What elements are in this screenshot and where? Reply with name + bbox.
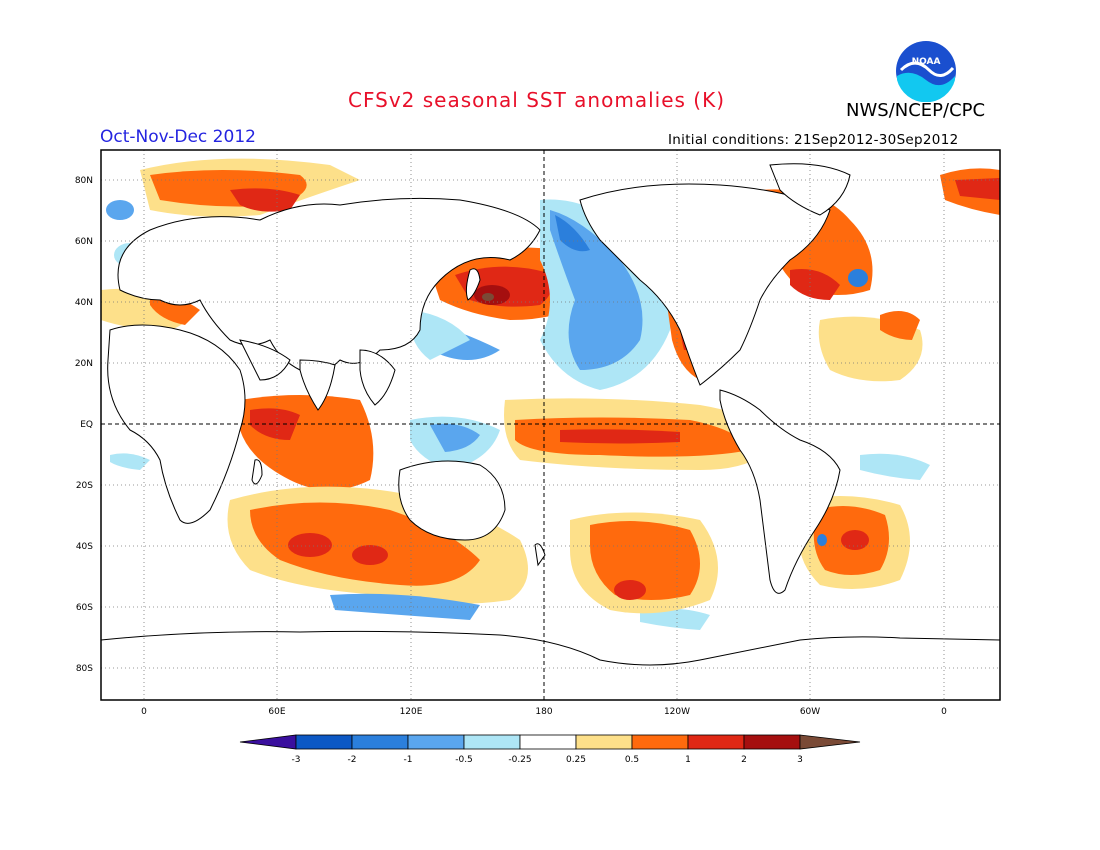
noaa-logo-icon: NOAA (896, 41, 956, 102)
lat-label: 20S (76, 481, 93, 491)
lon-label: 120E (400, 707, 423, 717)
initial-conditions-label: Initial conditions: 21Sep2012-30Sep2012 (668, 132, 959, 148)
colorbar-label: 0.5 (625, 755, 639, 765)
lon-label: 60E (268, 707, 285, 717)
colorbar-arrow-high (799, 734, 861, 750)
svg-text:NOAA: NOAA (912, 57, 941, 67)
lon-label: 0 (941, 707, 947, 717)
map-frame (100, 149, 1001, 701)
colorbar-swatch (519, 734, 577, 750)
continents (101, 163, 1000, 700)
lon-label: 120W (664, 707, 690, 717)
lat-label: 80N (75, 176, 93, 186)
colorbar-label: 2 (741, 755, 747, 765)
colorbar-label: -2 (348, 755, 357, 765)
colorbar-label: -0.5 (455, 755, 473, 765)
colorbar-swatch (631, 734, 689, 750)
lat-label: EQ (80, 420, 93, 430)
lon-label: 60W (800, 707, 820, 717)
latitude-labels: 80N 60N 40N 20N EQ 20S 40S 60S 80S (75, 176, 93, 674)
colorbar-swatch (351, 734, 409, 750)
lat-label: 40S (76, 542, 93, 552)
map-title: CFSv2 seasonal SST anomalies (K) (348, 88, 725, 112)
colorbar-arrow-low (239, 734, 297, 750)
colorbar-swatch (743, 734, 801, 750)
colorbar-label: -3 (292, 755, 301, 765)
colorbar-swatch (575, 734, 633, 750)
longitude-labels: 0 60E 120E 180 120W 60W 0 (141, 707, 947, 717)
lon-label: 0 (141, 707, 147, 717)
lon-label: 180 (535, 707, 552, 717)
lat-label: 20N (75, 359, 93, 369)
season-label: Oct-Nov-Dec 2012 (100, 127, 256, 147)
colorbar-label: 1 (685, 755, 691, 765)
lat-label: 60N (75, 237, 93, 247)
reference-lines (101, 150, 1000, 700)
colorbar-label: -1 (404, 755, 413, 765)
agency-label: NWS/NCEP/CPC (846, 100, 986, 121)
colorbar-label: 0.25 (566, 755, 586, 765)
lat-label: 40N (75, 298, 93, 308)
colorbar-swatch (407, 734, 465, 750)
colorbar-swatch (463, 734, 521, 750)
lat-label: 80S (76, 664, 93, 674)
colorbar-label: 3 (797, 755, 803, 765)
colorbar-labels: -3 -2 -1 -0.5 -0.25 0.25 0.5 1 2 3 (292, 755, 803, 765)
colorbar-swatch (687, 734, 745, 750)
lat-label: 60S (76, 603, 93, 613)
colorbar-label: -0.25 (508, 755, 531, 765)
colorbar-swatch (295, 734, 353, 750)
colorbar (239, 734, 861, 750)
